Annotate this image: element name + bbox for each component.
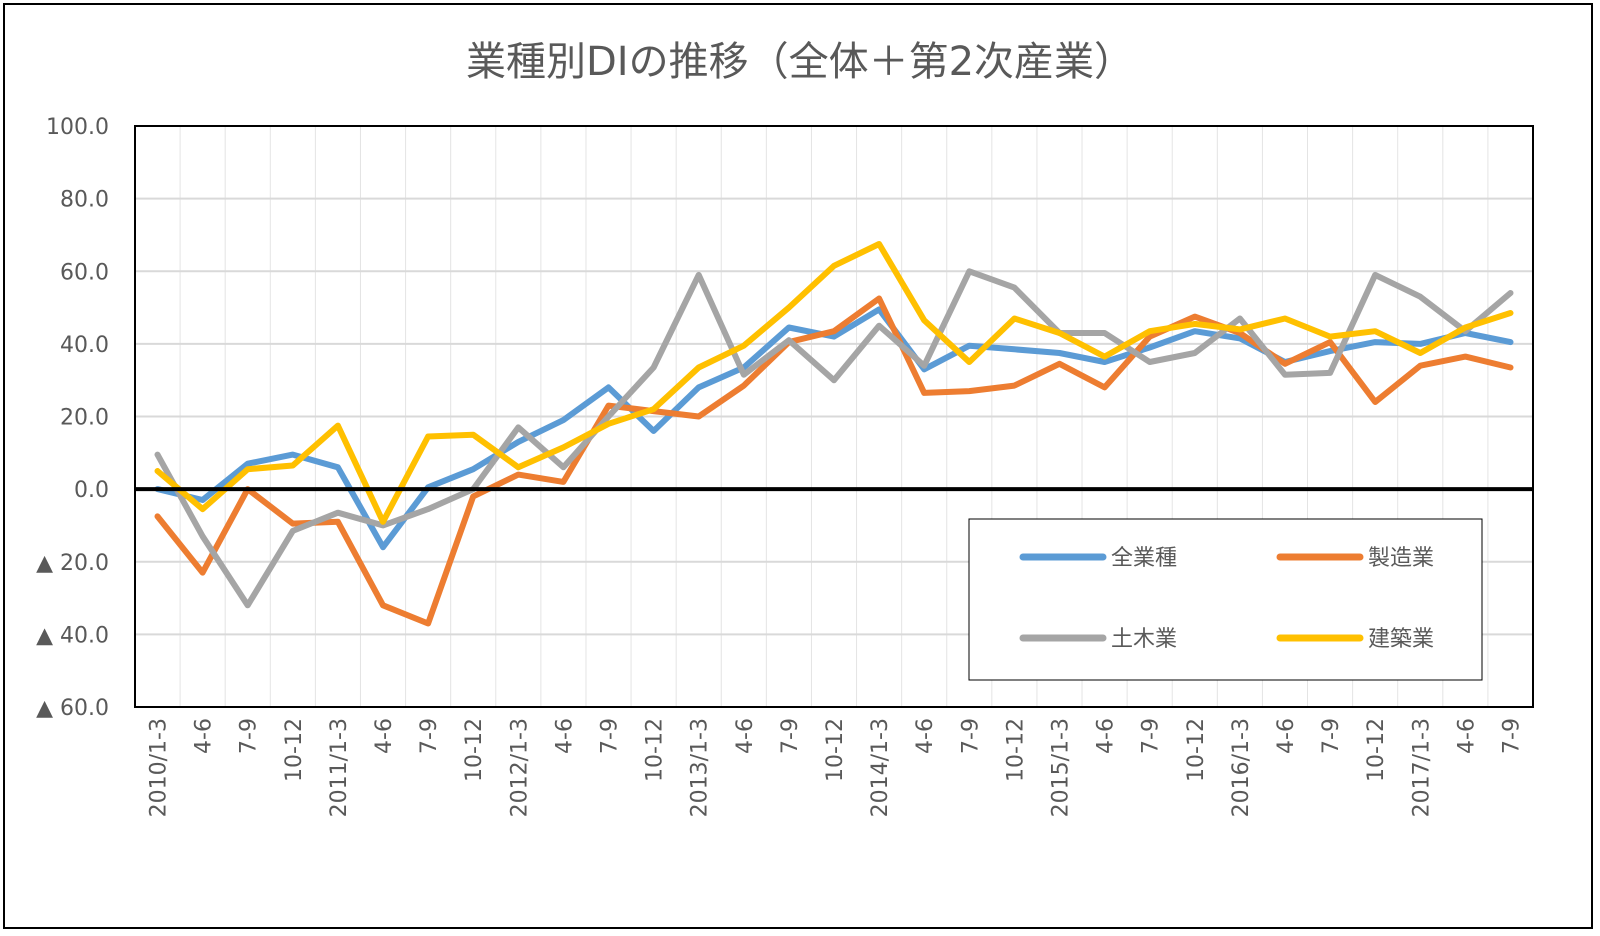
x-tick-label: 10-12 (462, 718, 487, 782)
y-tick-label: 40.0 (60, 333, 109, 358)
chart-frame: 業種別DIの推移（全体＋第2次産業） 100.0 80.0 60.0 40.0 20.0… (3, 3, 1593, 929)
x-tick-label: 4-6 (733, 718, 758, 754)
chart-canvas: 業種別DIの推移（全体＋第2次産業） 100.0 80.0 60.0 40.0 20.0… (36, 39, 1534, 817)
x-tick-label: 4-6 (1094, 718, 1119, 754)
x-tick-label: 7-9 (598, 718, 623, 754)
x-tick-label: 10-12 (1184, 718, 1209, 782)
legend-box (968, 518, 1483, 681)
x-tick-label: 7-9 (417, 718, 442, 754)
x-tick-label: 2011/1-3 (327, 718, 352, 817)
plot-area-border (134, 125, 1534, 708)
y-tick-label: ▲ 40.0 (36, 623, 109, 648)
x-tick-label: 10-12 (1364, 718, 1389, 782)
y-tick-label: ▲ 60.0 (36, 696, 109, 721)
x-tick-label: 2016/1-3 (1229, 718, 1254, 817)
x-tick-label: 4-6 (913, 718, 938, 754)
y-axis-tick-labels: 100.0 80.0 60.0 40.0 20.0 0.0 ▲ 20.0 ▲ 40.0 ▲ 60… (36, 115, 109, 721)
x-tick-label: 2017/1-3 (1409, 718, 1434, 817)
x-tick-label: 4-6 (192, 718, 217, 754)
x-tick-label: 2014/1-3 (868, 718, 893, 817)
legend-label-3: 土木業 (1111, 627, 1177, 652)
x-tick-label: 10-12 (282, 718, 307, 782)
y-tick-label: 80.0 (60, 188, 109, 213)
y-tick-label: 20.0 (60, 406, 109, 431)
x-tick-label: 10-12 (823, 718, 848, 782)
x-tick-label: 4-6 (1454, 718, 1479, 754)
y-tick-label: 60.0 (60, 260, 109, 285)
chart-title: 業種別DIの推移（全体＋第2次産業） (466, 39, 1134, 85)
x-tick-label: 7-9 (778, 718, 803, 754)
x-tick-label: 4-6 (1274, 718, 1299, 754)
x-tick-label: 7-9 (1139, 718, 1164, 754)
y-tick-label: 0.0 (74, 478, 109, 503)
legend-label-1: 全業種 (1111, 546, 1177, 571)
x-tick-label: 10-12 (1003, 718, 1028, 782)
x-tick-label: 7-9 (1319, 718, 1344, 754)
x-tick-label: 10-12 (643, 718, 668, 782)
y-tick-label: ▲ 20.0 (36, 551, 109, 576)
x-tick-label: 7-9 (1499, 718, 1524, 754)
legend-label-2: 製造業 (1368, 546, 1434, 571)
x-tick-label: 4-6 (372, 718, 397, 754)
y-tick-label: 100.0 (46, 115, 109, 140)
x-tick-label: 2012/1-3 (507, 718, 532, 817)
legend-label-4: 建築業 (1368, 627, 1434, 652)
x-axis-tick-labels: 2010/1-3 4-6 7-9 10-12 2011/1-3 4-6 7-9 10-12 20… (147, 718, 1525, 817)
x-tick-label: 4-6 (552, 718, 577, 754)
x-tick-label: 7-9 (237, 718, 262, 754)
x-tick-label: 2015/1-3 (1048, 718, 1073, 817)
x-tick-label: 2010/1-3 (147, 718, 172, 817)
x-tick-label: 2013/1-3 (688, 718, 713, 817)
series-lines (154, 241, 1514, 627)
x-tick-label: 7-9 (958, 718, 983, 754)
